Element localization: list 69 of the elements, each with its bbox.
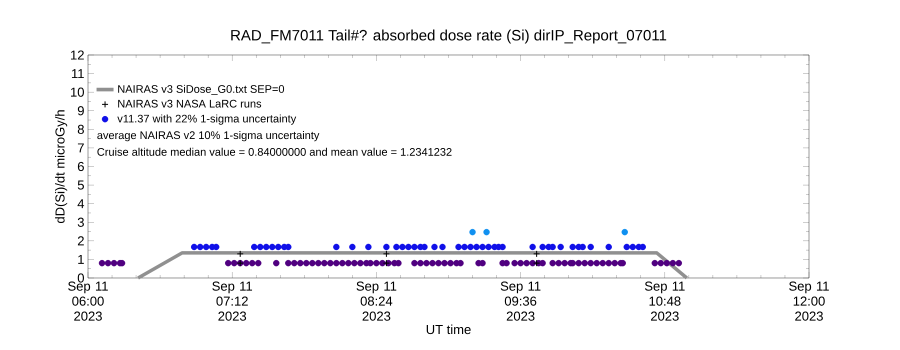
point (588, 244, 594, 250)
y-tick-label: 2 (78, 236, 84, 246)
annotation: average NAIRAS v2 10% 1-sigma uncertainty (97, 131, 320, 142)
point (263, 244, 270, 250)
x-tick-label: Sep 11 08:24 2023 (356, 282, 396, 321)
point (269, 244, 276, 250)
y-tick-label: 4 (78, 199, 84, 208)
annotation: Cruise altitude median value = 0.84000000 and mean value = 1.2341232 (97, 148, 452, 156)
point (469, 228, 476, 236)
point (431, 244, 438, 250)
point (455, 244, 462, 250)
y-tick-label: 12 (71, 50, 84, 60)
legend-label: NAIRAS v3 SiDose_G0.txt SEP=0 (118, 84, 284, 95)
y-tick-label: 11 (72, 69, 84, 78)
point (539, 244, 546, 250)
x-tick-label: Sep 11 07:12 2023 (212, 282, 252, 321)
chart-title: RAD_FM7011 Tail#? absorbed dose rate (Si) dirIP_Report_07011 (231, 30, 666, 44)
point (257, 244, 264, 250)
point (439, 244, 446, 250)
point (275, 244, 282, 250)
point (236, 250, 244, 258)
point (405, 244, 412, 250)
point (365, 244, 372, 250)
point (483, 228, 490, 236)
point (467, 244, 474, 250)
y-tick-label: 1 (78, 254, 84, 264)
y-tick-label: 5 (78, 180, 84, 190)
x-tick-label: Sep 11 06:00 2023 (68, 282, 108, 321)
y-axis-title: dD(Si)/dt microGy/h (55, 110, 68, 224)
point (202, 244, 210, 250)
point (190, 244, 198, 250)
point (485, 244, 492, 250)
y-tick-label: 3 (78, 218, 84, 227)
point (630, 244, 636, 250)
x-tick-label: Sep 11 10:48 2023 (644, 282, 685, 321)
legend-label: NAIRAS v3 NASA LaRC runs (118, 100, 262, 108)
point (399, 244, 406, 250)
point (557, 244, 564, 250)
point (622, 228, 628, 236)
x-tick-label: Sep 11 12:00 2023 (789, 282, 829, 321)
point (421, 244, 428, 250)
y-tick-label: 8 (78, 124, 84, 134)
legend-label: v11.37 with 22% 1-sigma uncertainty (117, 114, 296, 125)
point (285, 244, 292, 250)
point (393, 244, 400, 250)
point (411, 244, 418, 250)
x-axis-title: UT time (426, 324, 471, 334)
point (533, 250, 540, 258)
point (461, 244, 468, 250)
point (251, 244, 258, 250)
point (569, 244, 576, 250)
point (382, 250, 390, 258)
point (640, 244, 646, 250)
point (196, 244, 204, 250)
point (382, 260, 390, 267)
point (606, 244, 612, 250)
y-tick-label: 9 (78, 106, 84, 116)
point (333, 244, 340, 250)
x-tick-label: Sep 11 09:36 2023 (500, 282, 540, 321)
point (479, 244, 486, 250)
point (624, 244, 630, 250)
y-tick-label: 6 (78, 162, 84, 172)
y-tick-label: 7 (78, 143, 84, 152)
point (529, 244, 536, 250)
point (349, 244, 356, 250)
point (473, 244, 480, 250)
y-tick-label: 10 (71, 88, 84, 97)
point (383, 244, 390, 250)
y-tick-label: 0 (78, 273, 84, 283)
